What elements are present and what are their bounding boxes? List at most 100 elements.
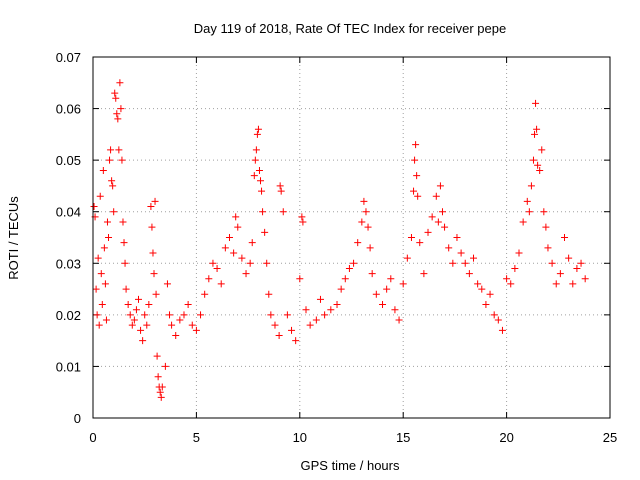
y-tick-label: 0.05 [56, 153, 81, 168]
data-point [525, 208, 533, 216]
data-point [552, 280, 560, 288]
data-point [120, 239, 128, 247]
data-point [490, 311, 498, 319]
data-point [534, 161, 542, 169]
data-point [122, 285, 130, 293]
data-point [333, 301, 341, 309]
x-tick-label: 15 [396, 430, 410, 445]
data-point [276, 182, 284, 190]
y-tick-label: 0.01 [56, 359, 81, 374]
data-point [465, 270, 473, 278]
data-point [113, 110, 121, 118]
data-point [213, 264, 221, 272]
data-point [511, 264, 519, 272]
data-point [246, 259, 254, 267]
data-point [288, 326, 296, 334]
data-point [279, 208, 287, 216]
data-point [403, 254, 411, 262]
data-point [257, 177, 265, 185]
data-point [498, 326, 506, 334]
data-point [529, 156, 537, 164]
data-point [234, 223, 242, 231]
data-point [137, 326, 145, 334]
data-point [407, 234, 415, 241]
data-point [457, 249, 465, 257]
data-point [242, 270, 250, 278]
data-point [414, 192, 422, 200]
data-point [283, 311, 291, 319]
data-points [90, 79, 589, 401]
y-tick-label: 0.04 [56, 205, 81, 220]
x-tick-label: 10 [293, 430, 307, 445]
data-point [116, 79, 124, 87]
data-point [581, 275, 589, 283]
data-point [252, 146, 260, 154]
data-point [478, 285, 486, 293]
data-point [124, 301, 132, 309]
data-point [337, 285, 345, 293]
data-point [148, 223, 156, 231]
data-point [90, 203, 98, 211]
data-point [130, 316, 138, 324]
data-point [109, 182, 117, 190]
data-point [507, 280, 515, 288]
data-point [156, 388, 164, 396]
chart-title: Day 119 of 2018, Rate Of TEC Index for r… [194, 21, 506, 36]
data-point [542, 223, 550, 231]
data-point [358, 218, 366, 226]
data-point [154, 373, 162, 381]
data-point [327, 306, 335, 314]
data-point [383, 285, 391, 293]
data-point [128, 321, 136, 329]
data-point [424, 228, 432, 236]
data-point [263, 259, 271, 267]
data-point [556, 270, 564, 278]
data-point [259, 208, 267, 216]
y-tick-label: 0.02 [56, 308, 81, 323]
data-point [221, 244, 229, 252]
x-tick-label: 0 [89, 430, 96, 445]
data-point [544, 244, 552, 252]
data-point [158, 383, 166, 391]
data-point [255, 166, 263, 174]
data-point [420, 270, 428, 278]
data-point [152, 290, 160, 298]
data-point [126, 311, 134, 319]
data-point [205, 275, 213, 283]
data-point [434, 218, 442, 226]
data-point [416, 239, 424, 247]
data-point [292, 337, 300, 345]
data-point [412, 141, 420, 149]
data-point [428, 213, 436, 221]
data-point [99, 166, 107, 174]
data-point [527, 182, 535, 190]
data-point [105, 234, 113, 241]
grid-lines [93, 57, 610, 418]
data-point [151, 197, 159, 205]
data-point [201, 290, 209, 298]
data-point [157, 393, 165, 401]
data-point [391, 306, 399, 314]
data-point [321, 311, 329, 319]
data-point [302, 306, 310, 314]
data-point [533, 125, 541, 133]
data-point [168, 321, 176, 329]
x-tick-label: 20 [499, 430, 513, 445]
data-point [95, 321, 103, 329]
data-point [92, 285, 100, 293]
data-point [139, 337, 147, 345]
data-point [461, 259, 469, 267]
data-point [217, 280, 225, 288]
data-point [143, 321, 151, 329]
data-point [110, 208, 118, 216]
data-point [115, 146, 123, 154]
data-point [94, 254, 102, 262]
data-point [445, 244, 453, 252]
data-point [251, 156, 259, 164]
data-point [441, 223, 449, 231]
data-point [379, 301, 387, 309]
data-point [482, 301, 490, 309]
data-point [96, 192, 104, 200]
data-point [538, 146, 546, 154]
data-point [209, 259, 217, 267]
